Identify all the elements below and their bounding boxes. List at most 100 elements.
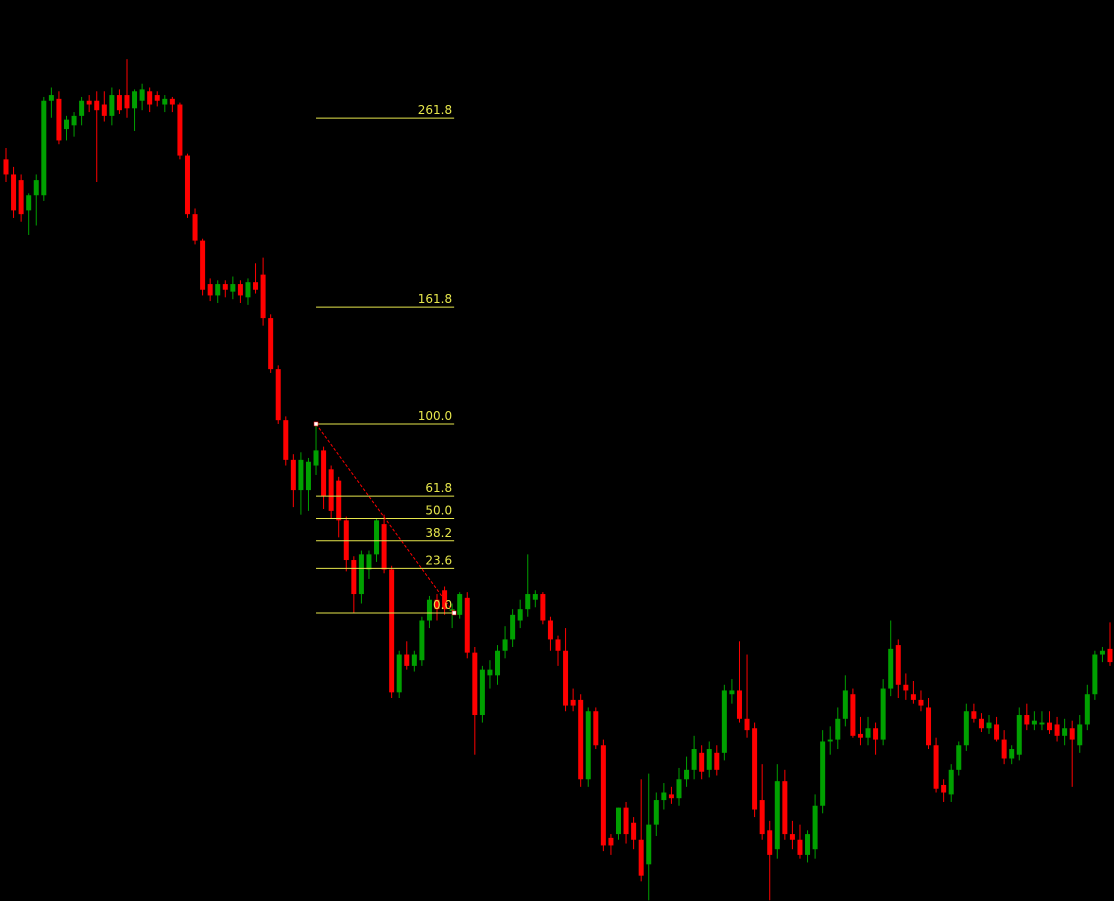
candle-body [941,784,947,793]
candle-body [1039,722,1045,725]
candle-body [691,749,697,770]
candle-body [608,837,614,846]
candle-body [1077,724,1083,746]
candle-body [3,159,9,175]
candle-body [646,824,652,865]
candle-body [177,104,183,156]
candle-body [699,752,705,772]
candle-body [948,769,954,795]
candle-body [116,95,122,111]
candle-body [1031,720,1037,725]
candle-body [578,699,584,780]
candle-body [290,459,296,491]
candle-body [812,805,818,850]
candle-body [759,800,765,835]
candle-body [305,461,311,491]
candle-body [313,450,319,466]
candle-body [1054,724,1060,736]
candle-body [1016,715,1022,755]
candle-body [563,650,569,706]
candle-body [86,100,92,105]
candle-body [1001,739,1007,759]
fib-level-label: 23.6 [425,553,452,567]
candle-body [963,711,969,746]
candle-body [26,195,32,211]
fib-level-label: 0.0 [433,598,452,612]
candle-body [260,274,266,319]
candle-body [487,669,493,676]
candle-body [880,688,886,740]
candle-body [842,690,848,719]
candle-body [351,560,357,595]
candle-body [298,459,304,491]
candle-body [222,284,228,290]
candle-body [729,690,735,695]
candle-body [464,597,470,653]
candle-body [600,745,606,846]
candle-body [555,639,561,651]
candle-body [328,469,334,511]
candle-body [615,807,621,835]
candle-body [457,594,463,615]
fib-anchor [451,610,457,616]
candle-body [684,769,690,780]
candle-body [321,450,327,496]
candle-body [933,745,939,789]
candle-body [926,707,932,746]
candle-body [434,599,440,610]
candle-body [827,739,833,742]
candle-body [638,839,644,876]
candle-body [230,284,236,292]
candle-body [109,95,115,116]
candle-body [978,718,984,729]
candle-body [79,100,85,116]
candle-body [169,98,175,105]
fib-level-label: 61.8 [425,481,452,495]
candle-body [154,95,160,101]
candle-body [389,569,395,693]
candle-body [94,100,100,111]
candle-body [532,594,538,600]
candle-body [570,699,576,706]
fib-anchor [313,421,319,427]
candle-body [472,652,478,716]
candle-body [661,792,667,801]
candle-body [805,834,811,855]
candle-body [358,554,364,595]
candle-body [721,690,727,753]
candle-body [63,119,69,130]
candle-body [11,174,17,211]
candle-body [910,694,916,700]
candle-body [835,718,841,740]
fib-level-label: 161.8 [418,292,452,306]
candle-body [1099,650,1105,655]
candle-body [147,91,153,105]
candle-body [873,728,879,740]
candle-body [1009,749,1015,759]
candle-body [850,694,856,736]
fib-trend-line [315,423,455,614]
candle-body [547,620,553,640]
candle-body [865,728,871,738]
candle-body [139,89,145,101]
candle-body [366,554,372,570]
candle-body [752,728,758,810]
candle-body [1047,722,1053,731]
candle-body [623,807,629,835]
candle-body [419,620,425,661]
candle-body [495,650,501,676]
candle-body [676,779,682,799]
candle-body [767,830,773,855]
candle-body [525,594,531,610]
candle-body [797,839,803,855]
candle-body [653,800,659,825]
candle-body [253,282,259,290]
candle-body [502,639,508,651]
candle-body [736,690,742,719]
candle-body [41,100,47,196]
candle-body [971,711,977,719]
candle-body [184,155,190,215]
candle-body [374,520,380,555]
